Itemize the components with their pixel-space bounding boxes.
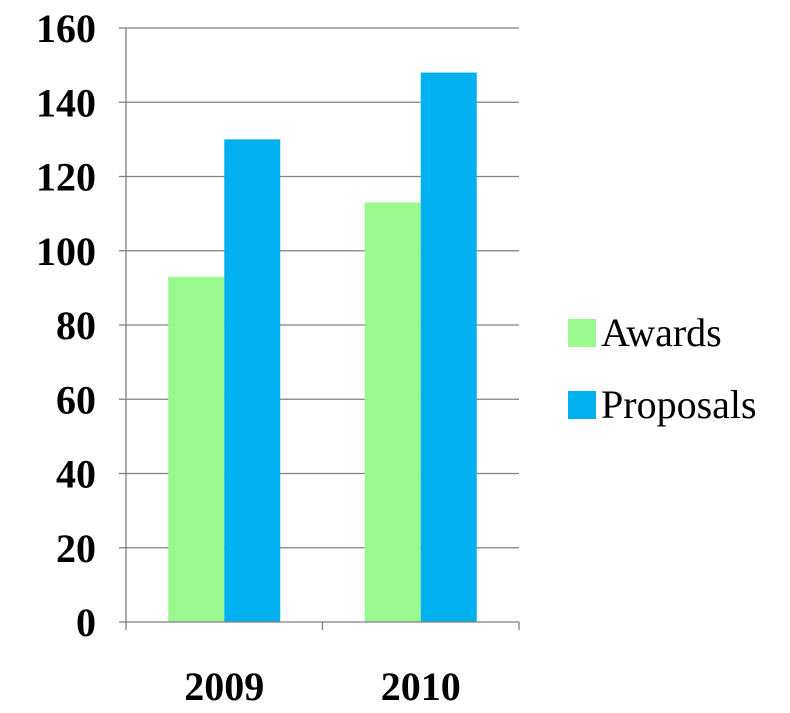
legend: Awards Proposals	[568, 310, 757, 427]
x-tick-label: 2009	[184, 664, 264, 709]
bar-awards-2010	[364, 202, 421, 623]
y-tick-label: 20	[56, 526, 96, 571]
legend-label-proposals: Proposals	[601, 382, 757, 427]
y-tick-labels: 0 20 40 60 80 100 120 140 160	[36, 6, 126, 645]
legend-swatch-awards	[568, 319, 596, 347]
legend-label-awards: Awards	[601, 310, 722, 355]
bar-proposals-2009	[224, 139, 281, 622]
bar-proposals-2010	[420, 72, 477, 623]
y-tick-label: 0	[76, 600, 96, 645]
y-tick-label: 60	[56, 377, 96, 422]
x-tick-labels: 2009 2010	[125, 622, 520, 709]
y-tick-label: 160	[36, 6, 96, 51]
x-tick-label: 2010	[381, 664, 461, 709]
bars	[168, 72, 477, 623]
y-tick-label: 120	[36, 155, 96, 200]
legend-swatch-proposals	[568, 391, 596, 419]
y-tick-label: 140	[36, 80, 96, 125]
y-tick-label: 80	[56, 303, 96, 348]
y-tick-label: 40	[56, 452, 96, 497]
bar-awards-2009	[168, 276, 225, 622]
y-tick-label: 100	[36, 229, 96, 274]
